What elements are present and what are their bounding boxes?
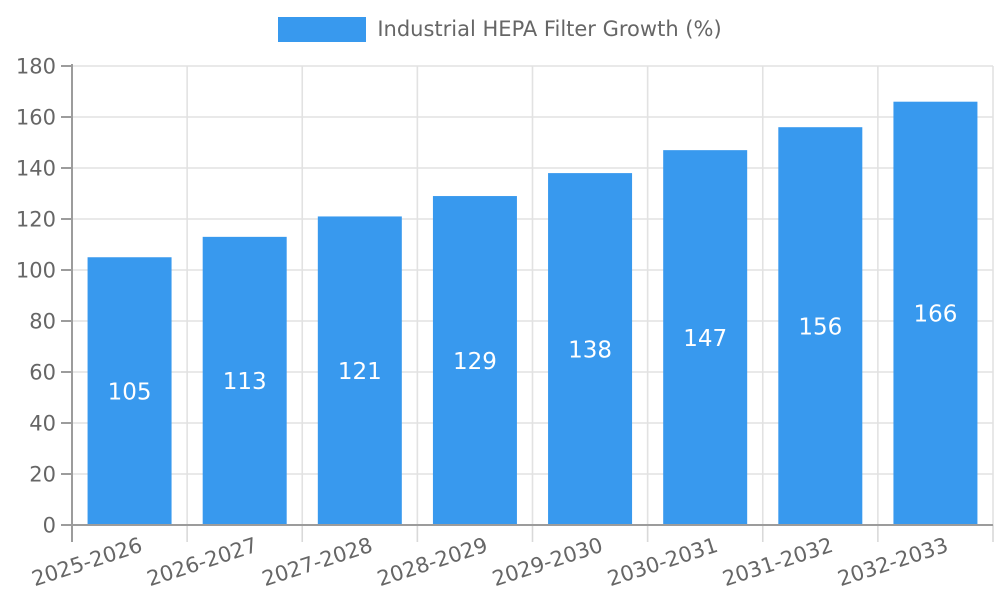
legend[interactable]: Industrial HEPA Filter Growth (%) — [0, 17, 1000, 42]
bar-value-label: 121 — [338, 359, 382, 385]
bar-value-label: 113 — [223, 369, 267, 395]
bar-2031-2032[interactable] — [778, 127, 863, 525]
bar-2026-2027[interactable] — [202, 236, 287, 525]
y-tick-label: 40 — [29, 412, 56, 436]
bar-value-label: 138 — [568, 337, 612, 363]
y-tick-label: 60 — [29, 361, 56, 385]
bar-2027-2028[interactable] — [317, 216, 402, 525]
x-tick-label: 2029-2030 — [489, 533, 605, 591]
y-tick-label: 100 — [16, 259, 56, 283]
y-tick-label: 0 — [43, 514, 56, 538]
x-tick-label: 2025-2026 — [29, 533, 145, 591]
bar-2030-2031[interactable] — [663, 150, 748, 525]
y-tick-label: 80 — [29, 310, 56, 334]
x-tick-label: 2032-2033 — [835, 533, 951, 591]
bar-value-label: 156 — [798, 314, 842, 340]
bar-value-label: 166 — [913, 302, 957, 328]
bar-2029-2030[interactable] — [548, 173, 633, 525]
bar-value-label: 147 — [683, 326, 727, 352]
y-tick-label: 120 — [16, 208, 56, 232]
bar-2032-2033[interactable] — [893, 101, 978, 525]
y-tick-label: 140 — [16, 157, 56, 181]
x-tick-label: 2031-2032 — [720, 533, 836, 591]
legend-swatch[interactable] — [278, 17, 367, 42]
y-tick-label: 160 — [16, 106, 56, 130]
y-tick-label: 20 — [29, 463, 56, 487]
x-tick-label: 2030-2031 — [604, 533, 720, 591]
x-tick-label: 2027-2028 — [259, 533, 375, 591]
y-tick-label: 180 — [16, 55, 56, 79]
bar-2025-2026[interactable] — [87, 257, 172, 525]
legend-label: Industrial HEPA Filter Growth (%) — [377, 17, 722, 41]
bar-value-label: 105 — [108, 379, 152, 405]
x-tick-label: 2028-2029 — [374, 533, 490, 591]
x-tick-label: 2026-2027 — [144, 533, 260, 591]
bar-2028-2029[interactable] — [432, 196, 517, 526]
bar-value-label: 129 — [453, 349, 497, 375]
